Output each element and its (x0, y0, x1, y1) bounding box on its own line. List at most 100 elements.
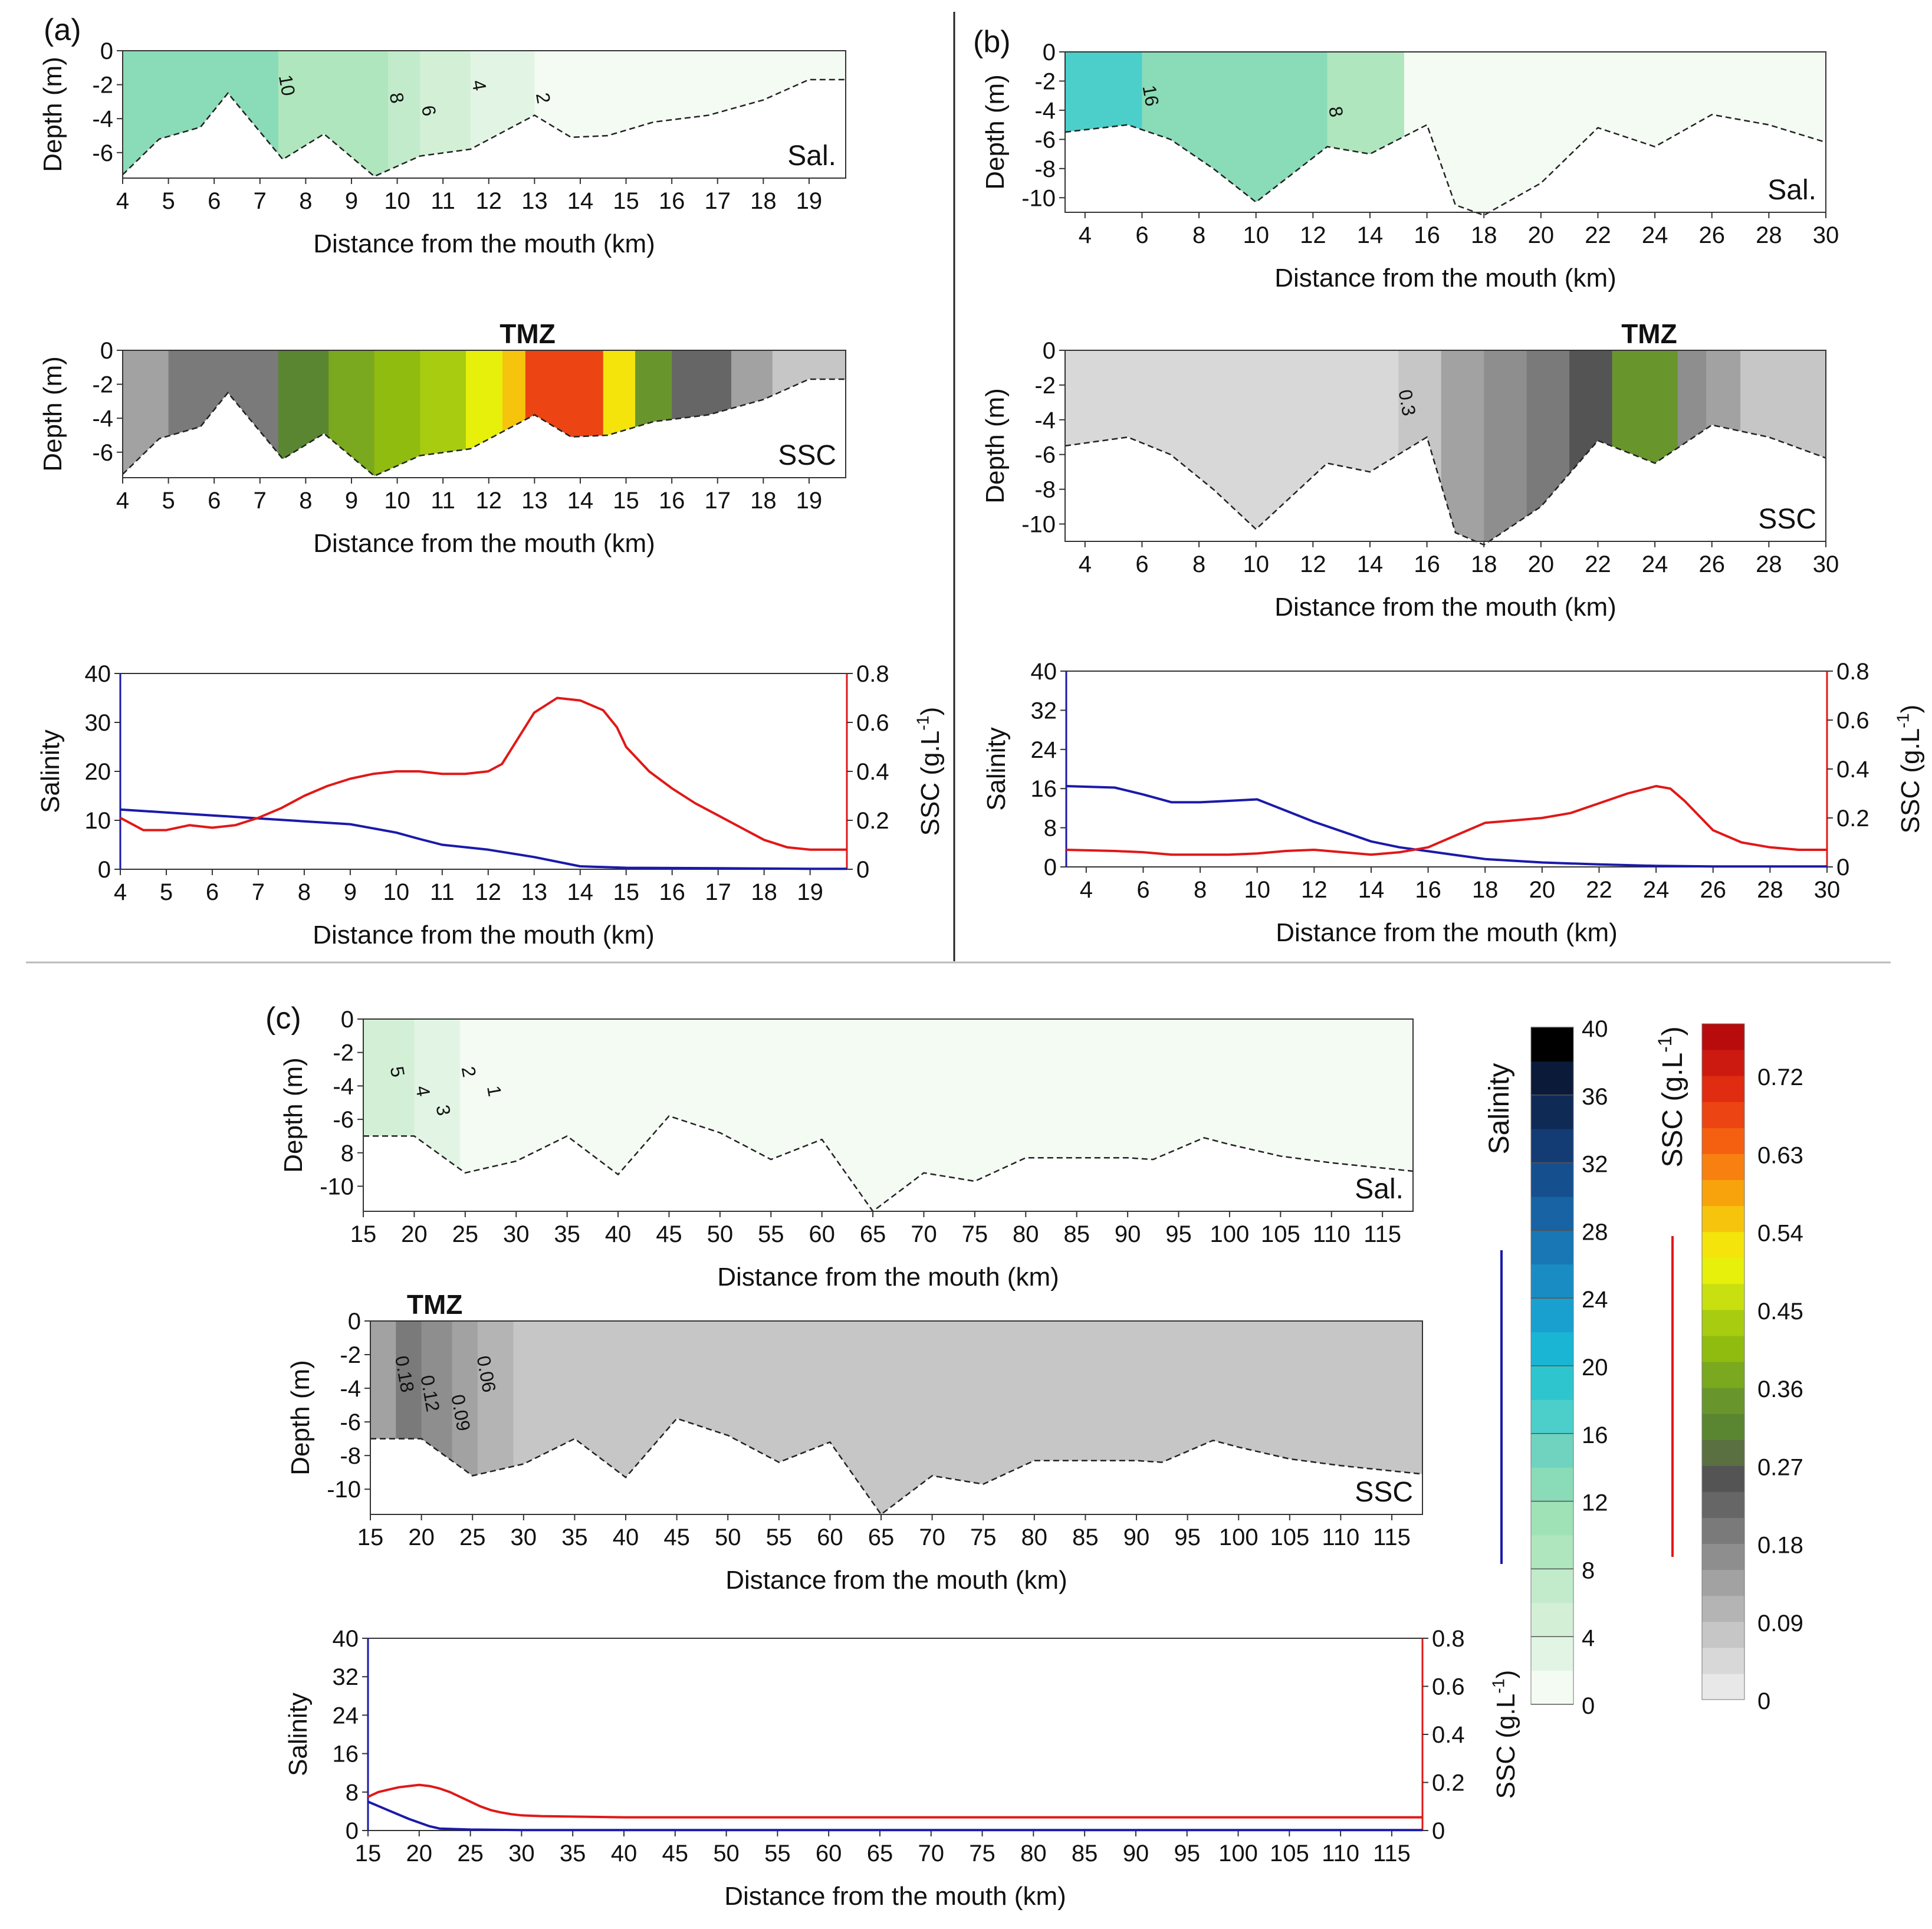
contour-band-5 (477, 1321, 514, 1514)
y-tick-label: -4 (92, 406, 113, 432)
x-tick-label: 12 (475, 879, 502, 905)
contour-band-1 (370, 1321, 397, 1514)
ssc-series-line (120, 696, 847, 851)
x-tick-label: 14 (567, 188, 594, 214)
x-tick-label: 18 (1472, 877, 1499, 903)
colorbar-tick-label: 28 (1582, 1219, 1608, 1245)
y2-axis-label: SSC (g.L-1) (1489, 1670, 1520, 1799)
colorbar-cell-4 (1531, 1569, 1573, 1603)
y-tick-label: 30 (85, 710, 111, 736)
x-tick-label: 105 (1270, 1524, 1309, 1550)
x-tick-label: 6 (206, 879, 219, 905)
y-tick-label: -8 (1034, 477, 1056, 503)
x-tick-label: 75 (969, 1841, 995, 1866)
contour-band-4 (1404, 52, 1826, 212)
x-tick-label: 10 (1243, 222, 1269, 248)
x-tick-label: 12 (1300, 222, 1326, 248)
colorbar-cell-2 (1702, 1647, 1744, 1674)
colorbar-cell-17 (1702, 1257, 1744, 1284)
water-fill (1065, 52, 1826, 212)
contour-band-2 (389, 1019, 415, 1211)
x-axis-label: Distance from the mouth (km) (1274, 264, 1616, 293)
contour-band-6 (485, 1019, 1413, 1211)
y-tick-label: -6 (92, 140, 113, 166)
colorbar-cell-12 (1531, 1298, 1573, 1333)
x-tick-label: 80 (1021, 1524, 1048, 1550)
x-tick-label: 105 (1270, 1841, 1309, 1866)
colorbar-cell-8 (1702, 1491, 1744, 1518)
y-axis-label: Salinity (982, 727, 1011, 811)
y2-tick-label: 0.4 (856, 759, 889, 785)
x-tick-label: 5 (162, 188, 175, 214)
panel-label-b: (b) (973, 25, 1011, 59)
x-tick-label: 15 (613, 188, 639, 214)
colorbar-tick-label: 4 (1582, 1625, 1595, 1651)
x-tick-label: 85 (1063, 1221, 1090, 1247)
x-tick-label: 15 (350, 1221, 377, 1247)
section-tag: SSC (1758, 504, 1816, 535)
colorbar-tick-label: 0.36 (1757, 1376, 1803, 1402)
x-tick-label: 115 (1363, 1221, 1401, 1247)
x-tick-label: 18 (1471, 222, 1497, 248)
contour-band-11 (635, 350, 673, 477)
x-tick-label: 30 (1813, 551, 1839, 577)
x-tick-label: 85 (1072, 1841, 1098, 1866)
colorbar-cell-4 (1702, 1595, 1744, 1622)
colorbar-tick-label: 32 (1582, 1152, 1608, 1178)
x-tick-label: 4 (1079, 222, 1092, 248)
colorbar-tick-label: 0.27 (1757, 1454, 1803, 1480)
x-tick-label: 5 (160, 879, 173, 905)
x-tick-label: 24 (1643, 877, 1670, 903)
panel-b-salinity-section: 4 6 8 10 12 14 16 18 20 22 24 26 28 30 0 -2 -4 -6 -8 -10 Dis… (981, 40, 1839, 293)
x-tick-label: 100 (1210, 1221, 1250, 1247)
water-fill (123, 51, 846, 177)
x-axis-label: Distance from the mouth (km) (313, 921, 655, 949)
x-tick-label: 65 (868, 1524, 895, 1550)
contour-band-3 (1441, 350, 1485, 541)
colorbar-cell-25 (1702, 1050, 1744, 1076)
colorbar-cell-19 (1531, 1061, 1573, 1096)
y-tick-label: -4 (340, 1376, 361, 1402)
colorbar-cell-16 (1531, 1162, 1573, 1197)
water-fill (123, 350, 846, 477)
x-tick-label: 110 (1322, 1841, 1359, 1866)
contour-label: 3 (432, 1103, 455, 1118)
x-tick-label: 16 (659, 188, 685, 214)
x-tick-label: 20 (401, 1221, 428, 1247)
contour-label: 8 (386, 91, 409, 105)
contour-band-9 (525, 350, 604, 477)
x-tick-label: 20 (1529, 877, 1556, 903)
colorbar-cell-15 (1531, 1197, 1573, 1231)
y-tick-label: -2 (1034, 68, 1056, 94)
x-tick-label: 8 (299, 488, 312, 514)
x-tick-label: 110 (1322, 1524, 1360, 1550)
colorbar-tick-label: 0.09 (1757, 1611, 1803, 1636)
y-axis-label: Depth (m) (981, 74, 1010, 190)
tmz-label: TMZ (407, 1289, 463, 1320)
colorbar-cell-19 (1702, 1205, 1744, 1233)
x-tick-label: 110 (1313, 1221, 1351, 1247)
colorbar-cell-26 (1702, 1024, 1744, 1050)
y-axis-label: Depth (m) (279, 1057, 308, 1173)
x-tick-label: 19 (797, 879, 823, 905)
x-tick-label: 28 (1756, 551, 1782, 577)
x-tick-label: 18 (1471, 551, 1497, 577)
x-tick-label: 8 (298, 879, 311, 905)
y-tick-label: -2 (1034, 373, 1056, 399)
y-tick-label: -6 (1034, 127, 1056, 153)
x-tick-label: 15 (613, 488, 639, 514)
y-tick-label: 0 (100, 338, 113, 364)
colorbar-cell-13 (1531, 1264, 1573, 1299)
x-tick-label: 6 (1136, 877, 1149, 903)
contour-label: 0.3 (1395, 388, 1420, 418)
y-axis-label: Salinity (284, 1693, 313, 1776)
x-tick-label: 12 (476, 188, 502, 214)
riverbed-line (1064, 114, 1826, 216)
y-axis-label: Depth (m) (286, 1360, 315, 1475)
x-tick-label: 24 (1642, 222, 1668, 248)
x-tick-label: 25 (452, 1221, 479, 1247)
y2-tick-label: 0.8 (856, 661, 889, 687)
x-tick-label: 14 (567, 488, 594, 514)
colorbar-cell-13 (1702, 1362, 1744, 1388)
contour-band-3 (278, 350, 330, 477)
